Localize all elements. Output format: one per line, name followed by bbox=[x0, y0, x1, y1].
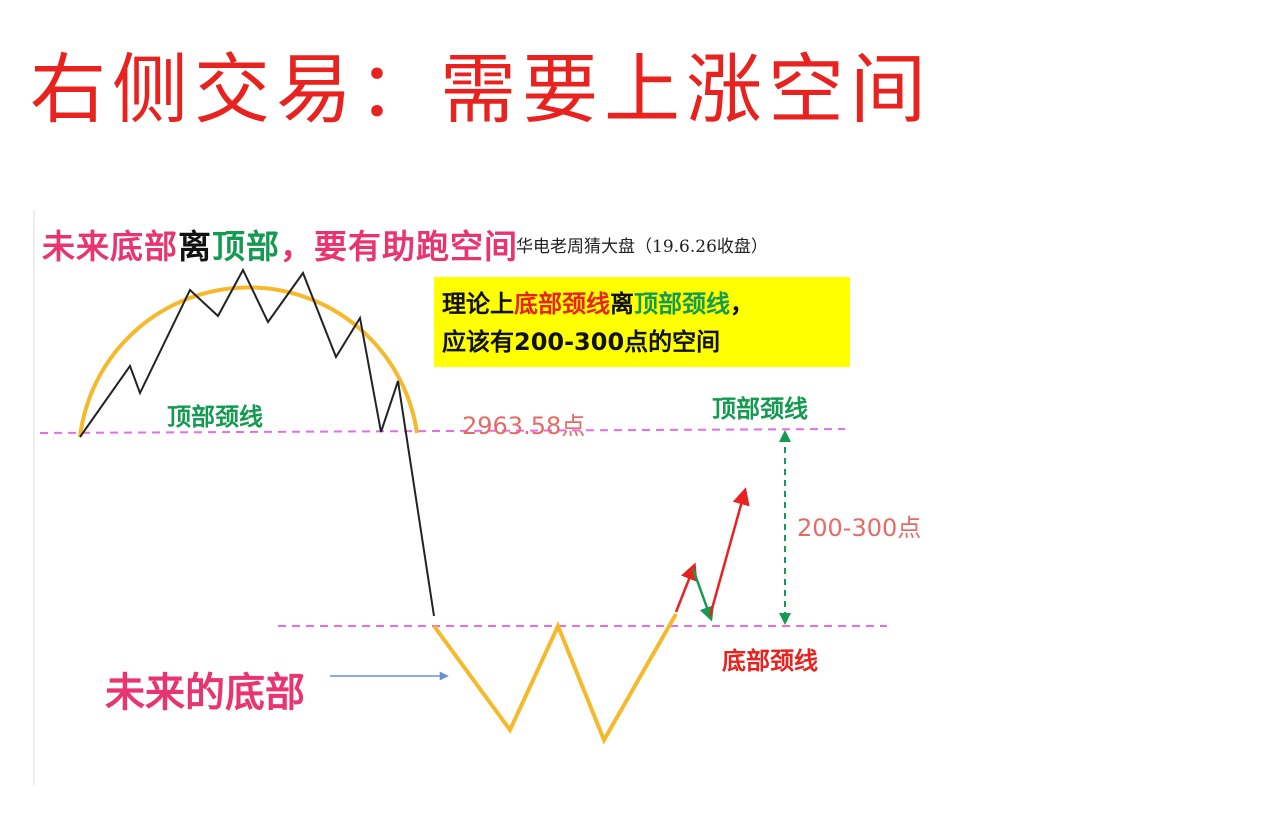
subtitle-runway: ，要有助跑空间 bbox=[280, 227, 518, 266]
source-note: 华电老周猜大盘（19.6.26收盘） bbox=[516, 237, 768, 257]
subtitle-top: 顶部 bbox=[212, 227, 280, 266]
green-down-arrow bbox=[691, 568, 714, 622]
callout-box: 理论上底部颈线离顶部颈线， 应该有200-300点的空间 bbox=[434, 277, 850, 367]
label-top-neckline-left: 顶部颈线 bbox=[167, 403, 263, 431]
callout-comma: ， bbox=[730, 290, 754, 318]
top-arc bbox=[78, 285, 419, 438]
label-neckline-value: 2963.58点 bbox=[462, 412, 586, 440]
label-gap: 200-300点 bbox=[797, 514, 922, 542]
price-line bbox=[79, 267, 435, 617]
label-future-bottom: 未来的底部 bbox=[105, 670, 305, 716]
page-title: 右侧交易：需要上涨空间 bbox=[30, 45, 932, 134]
callout-theory: 理论上 bbox=[442, 290, 514, 318]
callout-from: 离 bbox=[610, 290, 634, 318]
label-top-neckline-right: 顶部颈线 bbox=[712, 395, 808, 423]
label-bottom-neckline: 底部颈线 bbox=[722, 647, 818, 675]
callout-bottom-neckline: 底部颈线 bbox=[514, 290, 610, 318]
callout-space: 应该有200-300点的空间 bbox=[442, 328, 721, 356]
callout-top-neckline: 顶部颈线 bbox=[634, 290, 730, 318]
subtitle-from: 离 bbox=[178, 227, 212, 266]
red-up-arrow-2 bbox=[708, 487, 750, 617]
red-up-arrow-1 bbox=[674, 562, 698, 613]
w-bottom bbox=[432, 613, 678, 745]
diagram-subtitle: 未来底部离顶部，要有助跑空间 bbox=[42, 220, 518, 268]
top-neckline-dashed bbox=[39, 428, 846, 434]
subtitle-future-bottom: 未来底部 bbox=[42, 227, 178, 266]
